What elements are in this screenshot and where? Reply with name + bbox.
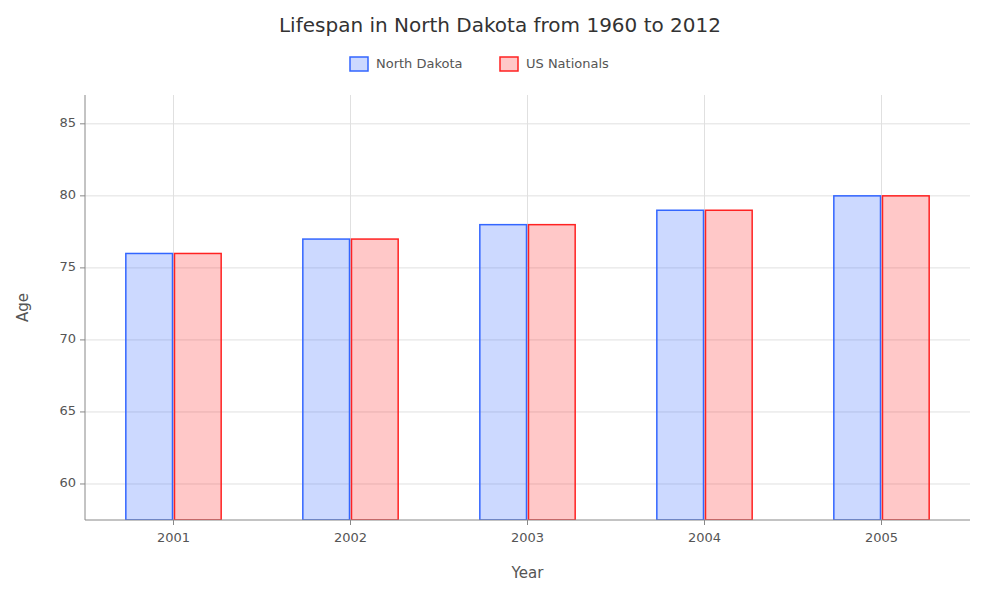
y-tick xyxy=(80,339,85,340)
bars xyxy=(126,196,929,520)
x-tick-label: 2005 xyxy=(865,530,898,545)
y-axis-line xyxy=(85,95,86,520)
bar xyxy=(303,239,350,520)
x-tick xyxy=(173,520,174,525)
bar xyxy=(883,196,930,520)
x-tick-label: 2002 xyxy=(334,530,367,545)
legend: North Dakota US Nationals xyxy=(350,56,609,72)
y-tick-label: 85 xyxy=(59,115,76,130)
legend-swatch xyxy=(350,57,368,71)
bar xyxy=(529,225,576,520)
legend-label: US Nationals xyxy=(526,56,609,71)
y-tick-label: 65 xyxy=(59,403,76,418)
y-tick-label: 60 xyxy=(59,475,76,490)
x-tick-label: 2004 xyxy=(688,530,721,545)
x-tick xyxy=(881,520,882,525)
y-tick xyxy=(80,267,85,268)
legend-swatch xyxy=(500,57,518,71)
x-tick-label: 2001 xyxy=(157,530,190,545)
y-axis-label: Age xyxy=(14,293,32,322)
y-tick xyxy=(80,411,85,412)
bar xyxy=(126,253,173,520)
chart-container: 60 65 70 75 80 85 2001 2002 2003 2004 2005 Year Age L… xyxy=(0,0,1000,600)
y-tick xyxy=(80,195,85,196)
chart-svg: 60 65 70 75 80 85 2001 2002 2003 2004 2005 Year Age L… xyxy=(0,0,1000,600)
bar xyxy=(480,225,527,520)
grid xyxy=(85,95,970,520)
y-tick xyxy=(80,483,85,484)
chart-title: Lifespan in North Dakota from 1960 to 20… xyxy=(279,13,721,37)
bar xyxy=(706,210,753,520)
bar xyxy=(834,196,881,520)
y-tick-label: 75 xyxy=(59,259,76,274)
x-axis-label: Year xyxy=(511,564,545,582)
y-tick xyxy=(80,123,85,124)
legend-label: North Dakota xyxy=(376,56,463,71)
x-tick xyxy=(704,520,705,525)
x-tick xyxy=(527,520,528,525)
bar xyxy=(175,253,222,520)
x-tick-label: 2003 xyxy=(511,530,544,545)
bar xyxy=(352,239,399,520)
y-tick-label: 80 xyxy=(59,187,76,202)
y-tick-label: 70 xyxy=(59,331,76,346)
axes: 60 65 70 75 80 85 2001 2002 2003 2004 2005 xyxy=(59,95,970,545)
x-tick xyxy=(350,520,351,525)
bar xyxy=(657,210,704,520)
